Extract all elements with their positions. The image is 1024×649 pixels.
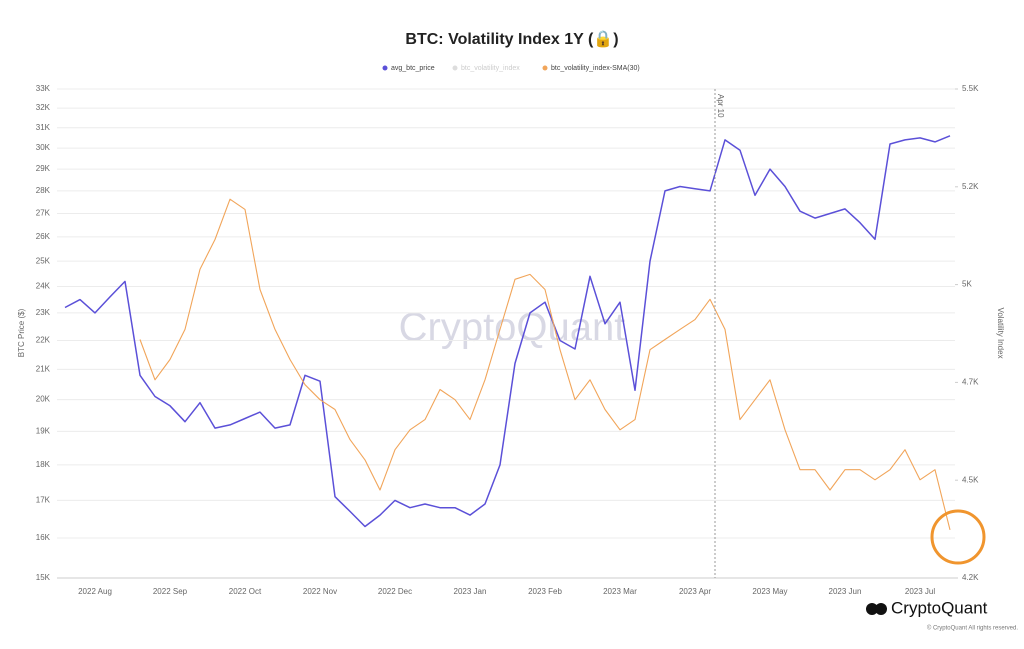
legend-label: avg_btc_price bbox=[391, 65, 435, 72]
highlight-circle bbox=[930, 509, 986, 565]
y-tick-label: 31K bbox=[36, 123, 51, 132]
y-tick-label: 29K bbox=[36, 164, 51, 173]
y-tick-label: 18K bbox=[36, 460, 51, 469]
legend-marker bbox=[452, 65, 458, 71]
y2-tick-label: 5.2K bbox=[962, 182, 979, 191]
watermark: CryptoQuant bbox=[399, 306, 626, 350]
y2-axis-label: Volatility Index bbox=[996, 307, 1005, 358]
y2-tick-label: 4.5K bbox=[962, 475, 979, 484]
y-tick-label: 25K bbox=[36, 256, 51, 265]
y-tick-label: 20K bbox=[36, 395, 51, 404]
y-tick-label: 21K bbox=[36, 364, 51, 373]
y-tick-label: 16K bbox=[36, 533, 51, 542]
x-tick-label: 2023 Apr bbox=[679, 587, 711, 596]
x-tick-label: 2023 Jan bbox=[454, 587, 487, 596]
y2-tick-label: 4.7K bbox=[962, 378, 979, 387]
x-tick-label: 2023 Jun bbox=[829, 587, 862, 596]
y-tick-label: 22K bbox=[36, 336, 51, 345]
x-tick-label: 2022 Aug bbox=[78, 587, 112, 596]
legend-marker bbox=[542, 65, 548, 71]
y-tick-label: 23K bbox=[36, 308, 51, 317]
y-tick-label: 26K bbox=[36, 232, 51, 241]
chart-title: BTC: Volatility Index 1Y (🔒) bbox=[405, 30, 618, 48]
y-tick-label: 28K bbox=[36, 186, 51, 195]
y-tick-label: 33K bbox=[36, 84, 51, 93]
y-axis-label: BTC Price ($) bbox=[17, 308, 26, 357]
brand: CryptoQuant bbox=[891, 598, 988, 617]
x-tick-label: 2023 Feb bbox=[528, 587, 562, 596]
x-tick-label: 2023 Jul bbox=[905, 587, 935, 596]
legend-label: btc_volatility_index-SMA(30) bbox=[551, 65, 640, 72]
x-tick-label: 2022 Sep bbox=[153, 587, 188, 596]
y-tick-label: 19K bbox=[36, 427, 51, 436]
series-line bbox=[139, 198, 951, 531]
x-tick-label: 2023 Mar bbox=[603, 587, 637, 596]
legend-marker bbox=[382, 65, 388, 71]
copyright: © CryptoQuant All rights reserved. bbox=[927, 625, 1018, 632]
x-tick-label: 2022 Dec bbox=[378, 587, 412, 596]
y-tick-label: 32K bbox=[36, 103, 51, 112]
y-tick-label: 27K bbox=[36, 209, 51, 218]
y-tick-label: 24K bbox=[36, 282, 51, 291]
y-tick-label: 30K bbox=[36, 143, 51, 152]
x-tick-label: 2022 Nov bbox=[303, 587, 337, 596]
event-label: Apr 10 bbox=[716, 94, 725, 118]
y-tick-label: 15K bbox=[36, 573, 51, 582]
y2-tick-label: 5.5K bbox=[962, 84, 979, 93]
x-tick-label: 2023 May bbox=[752, 587, 787, 596]
y2-tick-label: 4.2K bbox=[962, 573, 979, 582]
series-line bbox=[64, 135, 951, 528]
x-tick-label: 2022 Oct bbox=[229, 587, 262, 596]
legend-label: btc_volatility_index bbox=[461, 65, 520, 72]
y-tick-label: 17K bbox=[36, 495, 51, 504]
y2-tick-label: 5K bbox=[962, 280, 972, 289]
brand-logo: CryptoQuant © CryptoQuant All rights res… bbox=[866, 598, 1018, 632]
